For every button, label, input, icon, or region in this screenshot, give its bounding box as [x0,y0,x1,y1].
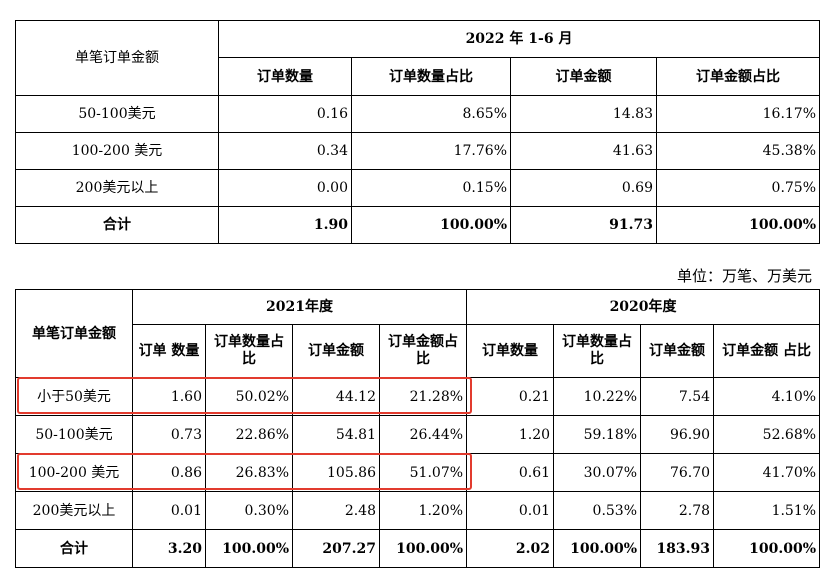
cell: 100.00% [553,529,642,568]
row-label: 合计 [15,529,133,568]
cell: 41.63 [510,132,657,170]
row-label: 200美元以上 [15,169,219,207]
cell: 0.53% [553,491,642,530]
cell: 0.01 [466,491,555,530]
period-header-2021: 2021年度 [131,289,468,325]
header-order-count-share-2021: 订单数量占比 [205,324,293,378]
cell: 76.70 [640,453,715,492]
cell: 30.07% [553,453,642,492]
cell: 21.28% [378,377,468,416]
cell: 41.70% [713,453,821,492]
cell: 207.27 [292,529,380,568]
header-order-amount-2020: 订单金额 [640,324,715,378]
cell: 22.86% [205,415,293,454]
row-label: 50-100美元 [15,95,219,133]
cell: 8.65% [351,95,511,133]
cell: 54.81 [292,415,380,454]
header-order-count-2020: 订单数量 [466,324,555,378]
cell: 100.00% [205,529,293,568]
table-row: 100-200 美元 0.86 26.83% 105.86 51.07% 0.6… [15,453,821,492]
table-row: 小于50美元 1.60 50.02% 44.12 21.28% 0.21 10.… [15,377,821,416]
row-label: 100-200 美元 [15,132,219,170]
table-row: 100-200 美元 0.34 17.76% 41.63 45.38% [15,132,821,170]
header-order-count-share: 订单数量占比 [351,57,511,96]
cell: 26.83% [205,453,293,492]
cell: 14.83 [510,95,657,133]
cell: 1.51% [713,491,821,530]
cell: 1.90 [218,206,352,244]
cell: 44.12 [292,377,380,416]
cell: 0.30% [205,491,293,530]
header-order-count-2021: 订单 数量 [132,324,206,378]
row-label: 小于50美元 [15,377,133,416]
cell: 96.90 [640,415,715,454]
row-label: 100-200 美元 [15,453,133,492]
period-header-2022h1: 2022 年 1-6 月 [217,20,821,58]
cell: 2.48 [292,491,380,530]
cell: 16.17% [655,95,821,133]
cell: 105.86 [292,453,380,492]
cell: 183.93 [640,529,715,568]
cell: 2.02 [466,529,555,568]
cell: 100.00% [713,529,821,568]
cell: 4.10% [713,377,821,416]
cell: 0.15% [351,169,511,207]
header-order-count-share-2020: 订单数量占比 [553,324,642,378]
cell: 0.01 [132,491,206,530]
table-row: 50-100美元 0.16 8.65% 14.83 16.17% [15,95,821,133]
cell: 59.18% [553,415,642,454]
cell: 0.16 [218,95,352,133]
cell: 50.02% [205,377,293,416]
cell: 91.73 [510,206,657,244]
cell: 2.78 [640,491,715,530]
row-label: 50-100美元 [15,415,133,454]
cell: 0.86 [132,453,206,492]
table-row: 50-100美元 0.73 22.86% 54.81 26.44% 1.20 5… [15,415,821,454]
cell: 100.00% [378,529,468,568]
cell: 1.60 [132,377,206,416]
table-row-total: 合计 1.90 100.00% 91.73 100.00% [15,206,821,244]
header-order-count: 订单数量 [218,57,352,96]
cell: 0.61 [466,453,555,492]
table-row: 200美元以上 0.01 0.30% 2.48 1.20% 0.01 0.53%… [15,491,821,530]
cell: 1.20 [466,415,555,454]
col-header-order-amount: 单笔订单金额 [15,20,219,96]
header-order-amount-share-2020: 订单金额 占比 [713,324,821,378]
row-label: 200美元以上 [15,491,133,530]
period-header-2020: 2020年度 [466,289,821,325]
cell: 7.54 [640,377,715,416]
order-table-2021-2020: 单笔订单金额 2021年度 2020年度 订单 数量 订单数量占比 订单金额 订… [15,289,821,568]
header-order-amount-share-2021: 订单金额占比 [378,324,468,378]
cell: 10.22% [553,377,642,416]
cell: 0.21 [466,377,555,416]
header-order-amount-share: 订单金额占比 [655,57,821,96]
cell: 1.20% [378,491,468,530]
header-order-amount-2021: 订单金额 [292,324,380,378]
cell: 100.00% [351,206,511,244]
cell: 0.00 [218,169,352,207]
table-row: 200美元以上 0.00 0.15% 0.69 0.75% [15,169,821,207]
cell: 0.69 [510,169,657,207]
cell: 52.68% [713,415,821,454]
cell: 26.44% [378,415,468,454]
cell: 0.34 [218,132,352,170]
cell: 0.73 [132,415,206,454]
col-header-order-amount: 单笔订单金额 [15,289,133,378]
cell: 51.07% [378,453,468,492]
table-row-total: 合计 3.20 100.00% 207.27 100.00% 2.02 100.… [15,529,821,568]
cell: 3.20 [132,529,206,568]
cell: 100.00% [655,206,821,244]
unit-note: 单位：万笔、万美元 [676,267,812,285]
header-order-amount: 订单金额 [510,57,657,96]
cell: 0.75% [655,169,821,207]
row-label: 合计 [15,206,219,244]
order-table-2022h1: 单笔订单金额 2022 年 1-6 月 订单数量 订单数量占比 订单金额 订单金… [15,20,821,244]
cell: 17.76% [351,132,511,170]
cell: 45.38% [655,132,821,170]
